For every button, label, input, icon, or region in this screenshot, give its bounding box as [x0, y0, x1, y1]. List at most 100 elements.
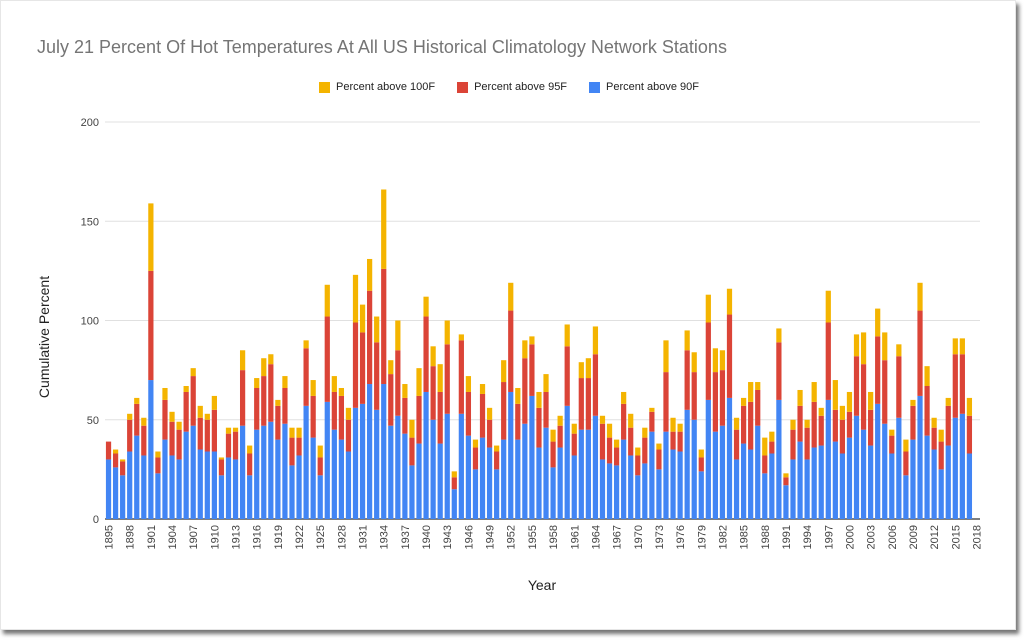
bar-segment-1961-95f[interactable]: [571, 433, 577, 456]
bar-segment-1973-100f[interactable]: [656, 443, 662, 450]
bar-segment-1899-95f[interactable]: [134, 403, 140, 436]
bar-segment-1923-95f[interactable]: [303, 348, 309, 406]
bar-segment-1903-100f[interactable]: [162, 387, 168, 400]
bar-segment-1902-90f[interactable]: [155, 473, 161, 519]
bar-segment-1912-100f[interactable]: [225, 427, 232, 434]
bar-segment-1966-90f[interactable]: [606, 463, 613, 519]
bar-segment-1981-95f[interactable]: [712, 372, 718, 432]
bar-segment-2009-100f[interactable]: [910, 399, 916, 406]
bar-segment-2014-95f[interactable]: [945, 405, 951, 446]
bar-segment-1967-95f[interactable]: [613, 447, 620, 466]
bar-segment-1985-95f[interactable]: [740, 405, 747, 444]
bar-segment-1971-90f[interactable]: [642, 463, 648, 519]
bar-segment-1979-100f[interactable]: [698, 449, 704, 458]
bar-segment-2010-95f[interactable]: [917, 310, 923, 396]
bar-segment-1919-90f[interactable]: [275, 439, 281, 519]
bar-segment-2013-100f[interactable]: [938, 429, 944, 442]
bar-segment-1927-100f[interactable]: [331, 376, 337, 392]
bar-segment-1940-100f[interactable]: [423, 296, 429, 317]
bar-segment-1994-100f[interactable]: [804, 419, 810, 428]
bar-segment-1924-95f[interactable]: [310, 395, 316, 438]
bar-segment-2006-95f[interactable]: [889, 435, 895, 454]
bar-segment-1990-100f[interactable]: [776, 328, 782, 343]
bar-segment-1933-90f[interactable]: [374, 409, 380, 519]
bar-segment-1914-95f[interactable]: [239, 370, 246, 426]
bar-segment-1980-95f[interactable]: [705, 322, 711, 400]
bar-segment-1896-90f[interactable]: [112, 467, 119, 519]
bar-segment-1909-95f[interactable]: [204, 419, 210, 452]
bar-segment-1956-95f[interactable]: [536, 407, 542, 448]
bar-segment-1970-95f[interactable]: [635, 455, 641, 476]
bar-segment-1974-100f[interactable]: [663, 340, 669, 373]
bar-segment-1915-95f[interactable]: [247, 453, 253, 476]
bar-segment-1937-90f[interactable]: [402, 433, 408, 519]
bar-segment-1904-95f[interactable]: [169, 421, 175, 456]
bar-segment-1960-100f[interactable]: [564, 324, 570, 347]
bar-segment-2000-100f[interactable]: [846, 391, 853, 412]
bar-segment-1921-100f[interactable]: [289, 427, 295, 438]
bar-segment-2017-90f[interactable]: [966, 453, 973, 519]
bar-segment-2000-95f[interactable]: [846, 411, 853, 438]
bar-segment-1909-90f[interactable]: [204, 451, 210, 519]
bar-segment-1958-90f[interactable]: [550, 467, 556, 519]
legend-item-100f[interactable]: Percent above 100F: [319, 81, 435, 93]
bar-segment-2001-100f[interactable]: [853, 334, 860, 357]
bar-segment-1898-100f[interactable]: [127, 413, 133, 420]
bar-segment-1959-100f[interactable]: [557, 415, 563, 426]
bar-segment-1965-100f[interactable]: [599, 415, 606, 424]
bar-segment-2012-90f[interactable]: [931, 449, 937, 519]
bar-segment-2009-90f[interactable]: [910, 439, 916, 519]
bar-segment-2015-90f[interactable]: [952, 417, 958, 519]
bar-segment-1986-90f[interactable]: [748, 449, 754, 519]
bar-segment-1950-100f[interactable]: [494, 445, 500, 452]
bar-segment-1956-90f[interactable]: [536, 447, 542, 519]
bar-segment-1971-95f[interactable]: [642, 437, 648, 464]
bar-segment-1898-90f[interactable]: [127, 451, 133, 519]
bar-segment-1907-95f[interactable]: [190, 376, 196, 426]
bar-segment-1913-100f[interactable]: [232, 427, 239, 432]
bar-segment-1935-90f[interactable]: [388, 425, 394, 519]
bar-segment-1957-95f[interactable]: [543, 391, 549, 428]
bar-segment-1926-95f[interactable]: [324, 316, 330, 402]
bar-segment-1954-95f[interactable]: [522, 358, 528, 424]
bar-segment-1957-90f[interactable]: [543, 427, 549, 519]
bar-segment-1934-100f[interactable]: [381, 189, 387, 269]
bar-segment-1907-90f[interactable]: [190, 425, 196, 519]
bar-segment-1900-95f[interactable]: [141, 425, 147, 456]
bar-segment-2002-90f[interactable]: [860, 429, 867, 519]
bar-segment-1982-95f[interactable]: [719, 370, 726, 426]
bar-segment-1942-100f[interactable]: [437, 364, 443, 392]
bar-segment-1972-95f[interactable]: [649, 411, 655, 432]
bar-segment-2015-95f[interactable]: [952, 354, 958, 418]
bar-segment-2016-100f[interactable]: [959, 338, 965, 355]
bar-segment-1916-95f[interactable]: [254, 387, 260, 430]
bar-segment-1937-100f[interactable]: [402, 384, 408, 398]
bar-segment-1948-100f[interactable]: [479, 384, 486, 394]
bar-segment-2000-90f[interactable]: [846, 437, 853, 519]
bar-segment-1896-100f[interactable]: [112, 449, 119, 454]
bar-segment-1977-90f[interactable]: [684, 409, 690, 519]
bar-segment-1974-95f[interactable]: [663, 372, 669, 432]
bar-segment-1998-90f[interactable]: [832, 441, 838, 519]
bar-segment-1992-90f[interactable]: [790, 459, 796, 519]
bar-segment-2010-100f[interactable]: [917, 282, 923, 311]
bar-segment-2004-90f[interactable]: [875, 403, 881, 519]
bar-segment-1908-100f[interactable]: [197, 405, 203, 418]
bar-segment-1992-100f[interactable]: [790, 419, 796, 430]
bar-segment-1902-100f[interactable]: [155, 451, 161, 458]
bar-segment-1960-95f[interactable]: [564, 346, 570, 406]
bar-segment-1933-100f[interactable]: [374, 316, 380, 343]
bar-segment-1923-90f[interactable]: [303, 405, 309, 519]
bar-segment-1899-100f[interactable]: [134, 397, 140, 404]
bar-segment-1916-90f[interactable]: [254, 429, 260, 519]
bar-segment-1922-90f[interactable]: [296, 455, 302, 519]
bar-segment-1973-95f[interactable]: [656, 449, 662, 470]
bar-segment-1922-100f[interactable]: [296, 427, 302, 438]
bar-segment-1917-100f[interactable]: [261, 358, 267, 377]
bar-segment-1956-100f[interactable]: [536, 391, 542, 408]
bar-segment-1921-90f[interactable]: [289, 465, 295, 519]
bar-segment-1994-90f[interactable]: [804, 459, 810, 519]
bar-segment-1924-90f[interactable]: [310, 437, 316, 519]
bar-segment-2007-100f[interactable]: [896, 344, 902, 357]
bar-segment-2014-100f[interactable]: [945, 397, 951, 406]
